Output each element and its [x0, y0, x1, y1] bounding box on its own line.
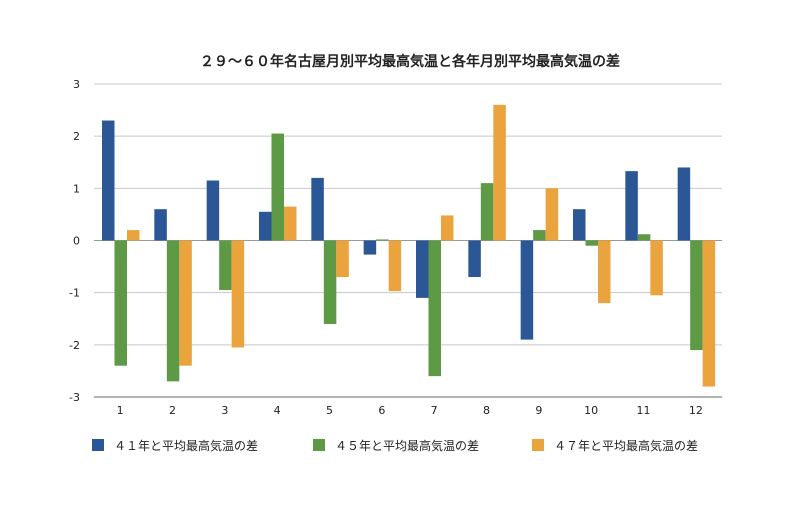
- bar-4-series-1: [259, 211, 272, 241]
- bar-2-series-1: [154, 209, 167, 241]
- bar-1-series-1: [102, 120, 115, 241]
- bar-4-series-3: [284, 206, 297, 241]
- bar-12-series-3: [702, 240, 716, 387]
- y-tick-label: -3: [69, 391, 80, 404]
- x-tick-label: 12: [689, 404, 703, 417]
- legend-label: ４１年と平均最高気温の差: [114, 438, 258, 453]
- bar-8-series-3: [493, 104, 506, 241]
- y-tick-label: -1: [69, 287, 80, 300]
- legend-swatch: [92, 439, 104, 451]
- bar-10-series-1: [573, 209, 586, 241]
- bar-6-series-3: [388, 240, 402, 292]
- x-tick-label: 5: [326, 404, 333, 417]
- x-tick-label: 6: [378, 404, 385, 417]
- x-tick-label: 10: [584, 404, 598, 417]
- y-tick-label: -2: [69, 339, 80, 352]
- bar-3-series-3: [231, 240, 245, 348]
- legend-swatch: [532, 439, 544, 451]
- legend-swatch: [313, 439, 325, 451]
- bar-12-series-2: [690, 240, 703, 351]
- bar-9-series-2: [533, 230, 546, 241]
- x-tick-label: 1: [117, 404, 124, 417]
- bar-10-series-3: [598, 240, 611, 304]
- x-tick-label: 9: [535, 404, 542, 417]
- bar-3-series-2: [219, 240, 232, 291]
- y-tick-label: 1: [73, 182, 80, 195]
- bar-11-series-2: [637, 234, 651, 241]
- bar-2-series-3: [179, 240, 192, 366]
- bar-2-series-2: [166, 240, 180, 382]
- bar-11-series-1: [625, 171, 638, 241]
- bar-1-series-3: [127, 230, 140, 241]
- bar-6-series-1: [363, 240, 377, 255]
- bar-9-series-1: [520, 240, 534, 340]
- x-tick-label: 11: [637, 404, 651, 417]
- bar-7-series-2: [428, 240, 441, 377]
- bar-7-series-1: [416, 240, 429, 298]
- bar-4-series-2: [271, 133, 284, 241]
- y-tick-label: 2: [73, 130, 80, 143]
- bar-5-series-1: [311, 177, 324, 241]
- legend-label: ４５年と平均最高気温の差: [335, 438, 479, 453]
- bar-7-series-3: [441, 215, 454, 241]
- legend-label: ４７年と平均最高気温の差: [554, 438, 698, 453]
- bars: [102, 104, 716, 387]
- bar-11-series-3: [650, 240, 663, 296]
- x-tick-label: 4: [274, 404, 281, 417]
- bar-8-series-1: [468, 240, 481, 278]
- y-tick-label: 0: [73, 235, 80, 248]
- chart-title: ２９〜６０年名古屋月別平均最高気温と各年月別平均最高気温の差: [200, 53, 620, 70]
- x-tick-label: 7: [431, 404, 438, 417]
- x-tick-label: 3: [221, 404, 228, 417]
- bar-10-series-2: [585, 240, 598, 246]
- bar-6-series-2: [376, 239, 389, 241]
- bar-1-series-2: [114, 240, 127, 366]
- x-tick-label: 8: [483, 404, 490, 417]
- bar-9-series-3: [545, 188, 559, 241]
- y-tick-label: 3: [73, 78, 80, 91]
- legend: ４１年と平均最高気温の差 ４５年と平均最高気温の差 ４７年と平均最高気温の差: [92, 438, 698, 453]
- bar-5-series-3: [336, 240, 349, 278]
- bar-8-series-2: [480, 183, 494, 241]
- bar-12-series-1: [677, 167, 691, 241]
- x-tick-label: 2: [169, 404, 176, 417]
- bar-5-series-2: [323, 240, 337, 324]
- bar-3-series-1: [206, 180, 220, 241]
